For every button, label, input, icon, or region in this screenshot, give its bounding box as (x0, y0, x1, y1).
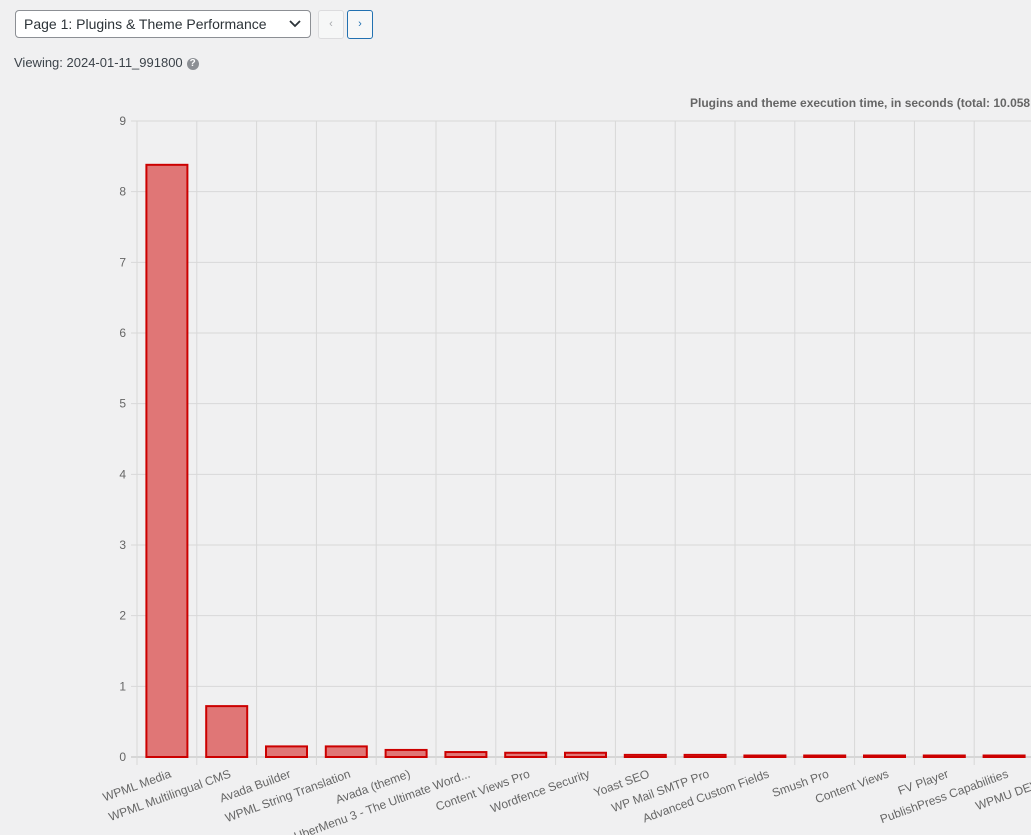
y-tick-label: 1 (119, 679, 126, 693)
bar (564, 751, 607, 759)
bar (324, 745, 368, 759)
y-tick-label: 4 (119, 467, 126, 481)
bar (982, 754, 1026, 758)
bar (803, 754, 847, 758)
y-tick-label: 0 (119, 750, 126, 764)
bar (265, 745, 308, 759)
bar (444, 751, 488, 759)
bar (743, 754, 787, 758)
bar (922, 754, 966, 758)
bar (683, 753, 727, 759)
page-select-value: Page 1: Plugins & Theme Performance (24, 16, 267, 32)
y-tick-label: 9 (119, 114, 126, 128)
y-tick-label: 2 (119, 609, 126, 623)
y-tick-label: 8 (119, 185, 126, 199)
bar (384, 748, 428, 759)
page-select[interactable]: Page 1: Plugins & Theme Performance (15, 10, 311, 38)
y-tick-label: 7 (119, 255, 126, 269)
bar (145, 163, 189, 758)
bar (504, 751, 548, 759)
next-page-button[interactable]: › (347, 10, 373, 39)
help-icon[interactable]: ? (186, 58, 199, 70)
chart-title: Plugins and theme execution time, in sec… (690, 96, 1030, 110)
chevron-down-icon (288, 11, 302, 45)
bar (863, 754, 906, 758)
prev-page-button[interactable]: ‹ (318, 10, 344, 39)
viewing-text: Viewing: 2024-01-11_991800 (14, 55, 183, 70)
bar (623, 753, 667, 759)
y-tick-label: 3 (119, 538, 126, 552)
y-tick-label: 5 (119, 397, 126, 411)
bar (205, 705, 249, 758)
viewing-label: Viewing: 2024-01-11_991800? (14, 55, 199, 70)
y-tick-label: 6 (119, 326, 126, 340)
